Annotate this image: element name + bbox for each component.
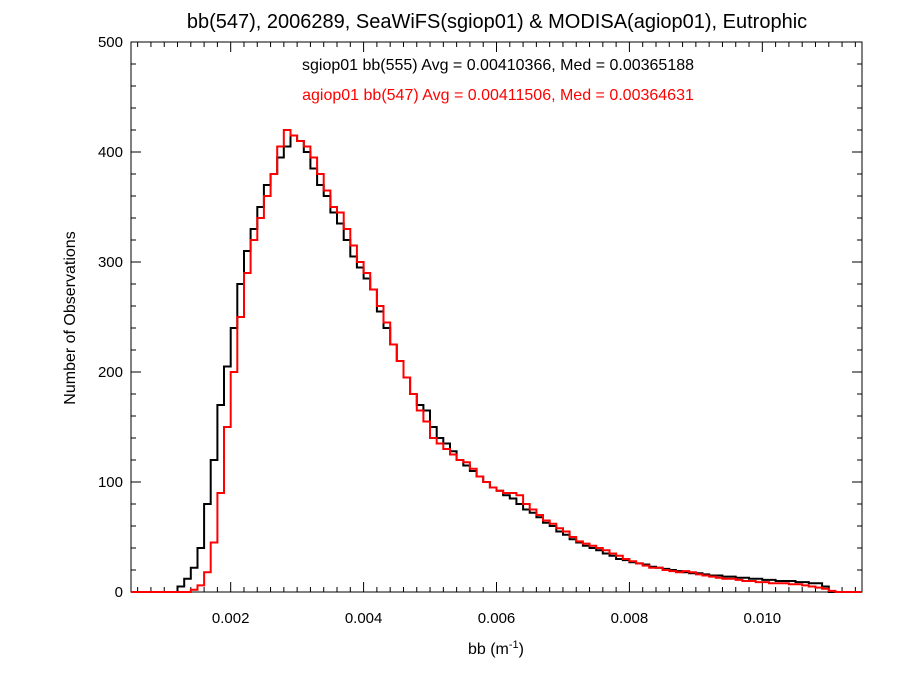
series-layer xyxy=(131,129,862,593)
x-axis-label-close: ) xyxy=(519,641,524,658)
x-tick-label: 0.006 xyxy=(478,610,516,627)
y-tick-label: 400 xyxy=(98,144,123,161)
series-sgiop01 xyxy=(131,134,862,593)
y-tick-label: 300 xyxy=(98,254,123,271)
x-tick-label: 0.010 xyxy=(744,610,782,627)
axis-ticks xyxy=(131,41,862,593)
chart-title: bb(547), 2006289, SeaWiFS(sgiop01) & MOD… xyxy=(187,11,807,33)
x-axis-label-sup: -1 xyxy=(509,639,519,651)
annotation-agiop01: agiop01 bb(547) Avg = 0.00411506, Med = … xyxy=(302,87,694,104)
y-tick-label: 0 xyxy=(115,584,123,601)
y-tick-label: 100 xyxy=(98,474,123,491)
y-tick-label: 500 xyxy=(98,34,123,51)
x-axis-label-text: bb (m xyxy=(468,641,509,658)
y-tick-label: 200 xyxy=(98,364,123,381)
annotation-sgiop01: sgiop01 bb(555) Avg = 0.00410366, Med = … xyxy=(302,57,694,74)
y-axis-label: Number of Observations xyxy=(62,231,79,404)
tick-labels: 0.002 0.004 0.006 0.008 0.010 0 100 200 300 400 50… xyxy=(98,34,781,627)
x-tick-label: 0.002 xyxy=(212,610,250,627)
plot-area xyxy=(130,41,863,593)
x-tick-label: 0.004 xyxy=(345,610,383,627)
series-agiop01 xyxy=(131,129,862,593)
x-axis-label: bb (m-1) xyxy=(468,639,524,658)
x-tick-label: 0.008 xyxy=(611,610,649,627)
